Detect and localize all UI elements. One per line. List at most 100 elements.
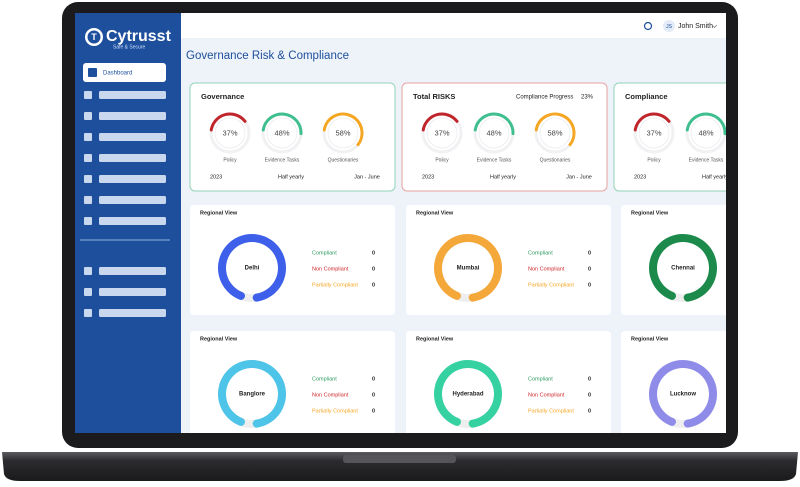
region-ring — [434, 360, 502, 428]
gauge-arc — [209, 112, 247, 132]
gauge-name: Questionaries — [540, 157, 571, 163]
gauge-inner — [266, 117, 298, 149]
region-title: Regional View — [631, 336, 669, 342]
nav-item-placeholder[interactable] — [99, 288, 166, 296]
legend-value: 0 — [372, 266, 375, 272]
nav-item-placeholder[interactable] — [99, 267, 166, 275]
nav-icon-placeholder — [84, 133, 92, 141]
nav-icon-placeholder — [84, 112, 92, 120]
gauge-name: Policy — [435, 157, 449, 163]
legend-value: 0 — [588, 392, 591, 398]
progress-value: 23% — [581, 95, 594, 101]
legend-label: Partially Compliant — [528, 282, 574, 288]
legend-label: Non Compliant — [312, 266, 349, 272]
user-caret[interactable] — [711, 24, 718, 29]
nav-icon-placeholder — [84, 91, 92, 99]
card-title: Governance — [201, 92, 244, 101]
region-title: Regional View — [416, 210, 454, 216]
region-card — [406, 205, 611, 315]
legend-label: Compliant — [312, 250, 337, 256]
nav-item-placeholder[interactable] — [99, 217, 166, 225]
legend-label: Partially Compliant — [312, 282, 358, 288]
card-footer: Jan - June — [354, 174, 380, 180]
laptop-notch — [343, 455, 456, 463]
region-card — [621, 205, 726, 315]
region-ring — [434, 234, 502, 302]
legend-value: 0 — [372, 376, 375, 382]
card-footer: 2023 — [422, 174, 434, 180]
legend-value: 0 — [588, 266, 591, 272]
gauge-arc — [685, 112, 726, 136]
nav-item-placeholder[interactable] — [99, 133, 166, 141]
avatar[interactable] — [663, 20, 675, 32]
legend-label: Compliant — [312, 376, 337, 382]
nav-item-placeholder[interactable] — [99, 154, 166, 162]
card-footer: 2023 — [210, 174, 222, 180]
nav-item-placeholder[interactable] — [99, 196, 166, 204]
user-name[interactable]: John Smith — [678, 23, 713, 30]
region-title: Regional View — [631, 210, 669, 216]
legend-label: Compliant — [528, 376, 553, 382]
gauge-arc — [473, 112, 515, 136]
avatar-initials: JS — [666, 24, 673, 30]
legend-value: 0 — [372, 282, 375, 288]
legend-label: Partially Compliant — [312, 408, 358, 414]
gauge-arc — [261, 112, 303, 136]
nav-item-placeholder[interactable] — [99, 91, 166, 99]
gauge-arc — [633, 112, 671, 132]
gauge-label: 58% — [547, 128, 562, 137]
brand-name: Cytrusst — [106, 28, 172, 45]
nav-icon-placeholder — [84, 267, 92, 275]
gauge-inner — [690, 117, 722, 149]
brand-tagline: Safe & Secure — [113, 44, 145, 50]
region-city: Delhi — [245, 266, 260, 272]
gauge-name: Evidence Tasks — [477, 157, 512, 163]
card-footer: Jan - June — [566, 174, 592, 180]
region-card — [621, 331, 726, 433]
bell-icon[interactable] — [643, 21, 653, 31]
region-card — [190, 205, 395, 315]
gauge-name: Policy — [223, 157, 237, 163]
logo-mark — [87, 30, 101, 44]
gauge-inner — [214, 117, 246, 149]
nav-icon-placeholder — [84, 288, 92, 296]
gauge-inner — [478, 117, 510, 149]
nav-item-placeholder[interactable] — [99, 309, 166, 317]
nav-icon-placeholder — [84, 175, 92, 183]
gauge-label: 48% — [698, 128, 713, 137]
legend-label: Non Compliant — [312, 392, 349, 398]
gauge-arc — [322, 112, 364, 147]
nav-icon-placeholder — [84, 217, 92, 225]
legend-value: 0 — [588, 408, 591, 414]
region-card — [190, 331, 395, 433]
nav-icon-placeholder — [84, 309, 92, 317]
legend-label: Non Compliant — [528, 266, 565, 272]
gauge-arc — [421, 112, 459, 132]
page-title: Governance Risk & Compliance — [186, 50, 349, 62]
region-ring — [218, 360, 286, 428]
region-ring — [649, 360, 717, 428]
legend-value: 0 — [372, 408, 375, 414]
gauge-label: 37% — [434, 128, 449, 137]
nav-dashboard[interactable] — [83, 63, 166, 82]
nav-icon — [88, 68, 97, 77]
region-ring — [218, 234, 286, 302]
gauge-arc — [534, 112, 576, 147]
nav-icon-placeholder — [84, 154, 92, 162]
nav-label[interactable]: Dashboard — [103, 71, 132, 77]
nav-item-placeholder[interactable] — [99, 175, 166, 183]
legend-label: Partially Compliant — [528, 408, 574, 414]
region-city: Mumbai — [457, 266, 480, 272]
region-card — [406, 331, 611, 433]
gauge-label: 37% — [646, 128, 661, 137]
gauge-name: Evidence Tasks — [689, 157, 724, 163]
legend-value: 0 — [588, 250, 591, 256]
legend-value: 0 — [588, 376, 591, 382]
laptop-base — [2, 452, 798, 481]
legend-label: Compliant — [528, 250, 553, 256]
summary-card — [613, 82, 726, 192]
region-city: Chennai — [671, 266, 695, 272]
nav-item-placeholder[interactable] — [99, 112, 166, 120]
nav-icon-placeholder — [84, 196, 92, 204]
